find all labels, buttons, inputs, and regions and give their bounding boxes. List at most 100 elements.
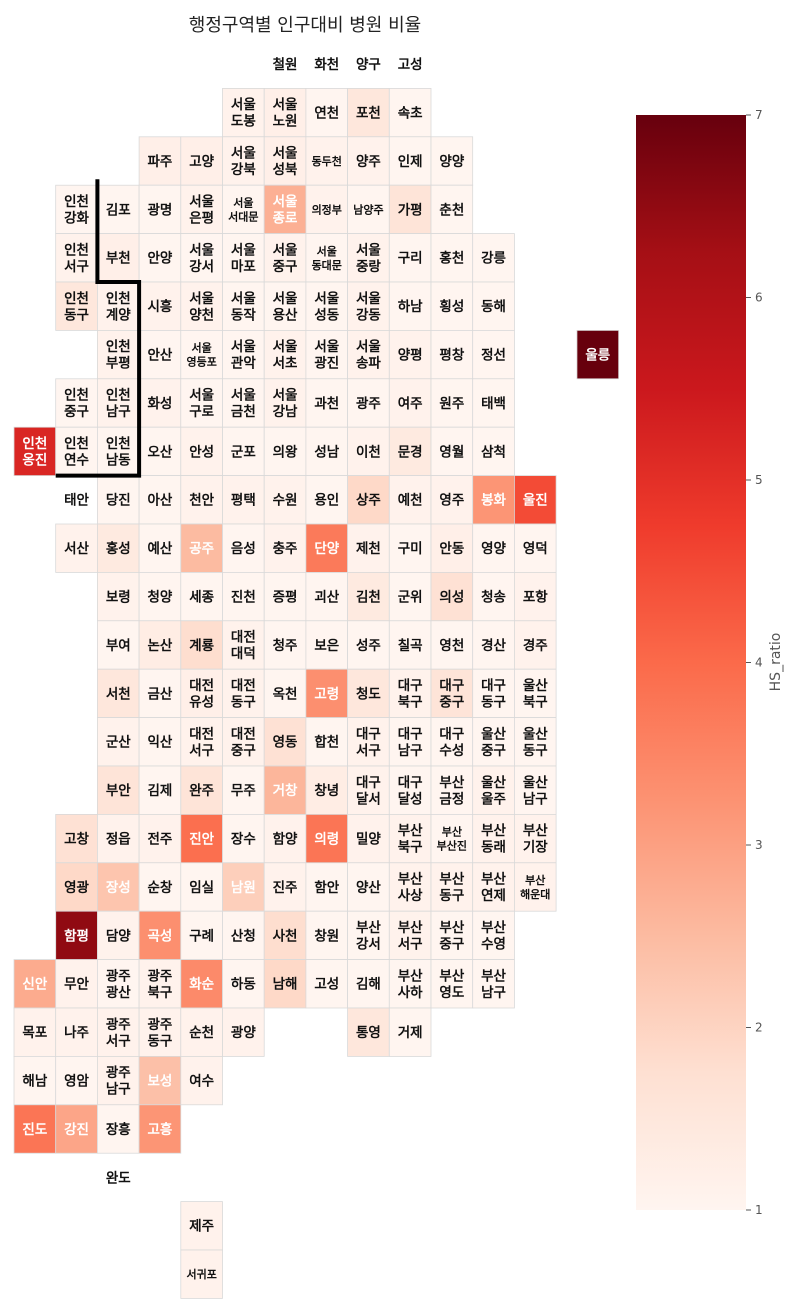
region-cell: 칠곡	[388, 620, 432, 670]
region-cell: 평택	[222, 475, 265, 525]
region-cell-rect	[180, 281, 223, 331]
region-label: 산청	[231, 927, 256, 944]
region-label: 양산	[356, 879, 381, 896]
region-cell: 부산 강서	[347, 910, 390, 961]
region-cell-rect	[263, 281, 307, 331]
region-cell: 의령	[305, 814, 348, 864]
region-label: 완도	[106, 1170, 131, 1186]
region-cell-rect	[222, 329, 265, 380]
region-label: 서산	[64, 540, 89, 557]
region-cell: 부산 서구	[388, 910, 432, 961]
region-cell-rect	[180, 765, 223, 815]
region-label: 부안	[106, 782, 131, 799]
region-cell-rect	[388, 620, 432, 670]
region-label: 보성	[148, 1073, 173, 1089]
region-label: 김포	[106, 202, 131, 218]
region-cell: 양구	[356, 57, 381, 73]
region-cell: 부산 수영	[472, 910, 515, 961]
region-cell: 영덕	[514, 523, 557, 573]
region-cell: 김천	[347, 572, 390, 622]
region-cell-rect	[180, 426, 223, 477]
region-label: 서울 광진	[314, 338, 339, 372]
region-cell: 울산 북구	[514, 668, 557, 719]
region-cell: 화순	[180, 959, 223, 1009]
region-cell: 울산 동구	[514, 717, 557, 767]
region-cell: 고양	[180, 136, 223, 186]
region-cell: 서울 성북	[263, 136, 307, 186]
region-cell-rect	[97, 572, 140, 622]
region-label: 신안	[22, 976, 47, 993]
region-cell: 서울 구로	[180, 378, 223, 428]
region-cell-rect	[222, 862, 265, 912]
region-cell-rect	[13, 959, 57, 1009]
region-cell: 경주	[514, 620, 557, 670]
colorbar-ticks: 1 2 3 4 5 6 7	[746, 108, 763, 1217]
region-cell: 평창	[430, 329, 474, 380]
region-cell: 대구 수성	[430, 717, 474, 767]
region-label: 대구 중구	[439, 678, 464, 711]
region-cell-rect	[97, 765, 140, 815]
region-cell-rect	[138, 184, 182, 234]
region-cell-rect	[472, 910, 515, 961]
region-cell-rect	[514, 862, 557, 912]
region-cell-rect	[388, 329, 432, 380]
region-label: 평창	[439, 346, 464, 363]
region-cell: 대전 유성	[180, 668, 223, 719]
region-label: 고성	[398, 57, 423, 73]
region-label: 수원	[273, 493, 298, 509]
region-label: 전주	[148, 830, 173, 847]
region-label: 논산	[148, 637, 173, 654]
region-cell: 용인	[305, 475, 348, 525]
region-label: 울릉	[585, 346, 610, 363]
region-cell-rect	[388, 862, 432, 912]
region-label: 진주	[273, 879, 298, 896]
region-cell-rect	[138, 136, 182, 186]
region-label: 괴산	[314, 588, 339, 605]
region-label: 합천	[314, 734, 339, 751]
region-label: 고흥	[148, 1121, 173, 1138]
region-cell: 부산 동래	[472, 814, 515, 864]
region-label: 성주	[356, 638, 381, 654]
region-cell: 증평	[263, 572, 307, 622]
region-label: 서울 동대문	[312, 244, 342, 272]
region-cell-rect	[305, 910, 348, 961]
region-label: 인천 옹진	[22, 435, 47, 469]
region-cell-rect	[180, 1056, 223, 1106]
region-label: 청주	[273, 638, 298, 654]
region-label: 고창	[64, 830, 89, 847]
region-cell: 광주 서구	[97, 1007, 140, 1057]
region-label: 대구 남구	[398, 726, 423, 759]
region-cell-rect	[430, 281, 474, 331]
region-label: 평택	[231, 492, 256, 509]
region-cell: 서울 종로	[263, 184, 307, 234]
region-cell-rect	[430, 523, 474, 573]
region-cell: 연천	[305, 88, 348, 138]
region-cell-rect	[222, 523, 265, 573]
region-label: 남해	[273, 976, 298, 993]
region-cell: 익산	[138, 717, 182, 767]
region-label: 함양	[273, 830, 298, 847]
region-label: 홍천	[439, 250, 464, 267]
region-label: 대구 수성	[439, 726, 464, 759]
region-label: 금산	[148, 685, 173, 702]
region-cell: 대구 남구	[388, 717, 432, 767]
region-cell: 음성	[222, 523, 265, 573]
region-label: 부산 사하	[398, 967, 423, 1001]
region-cell: 서울 강서	[180, 233, 223, 283]
region-cell: 인천 남동	[97, 426, 140, 477]
region-cell-rect	[514, 717, 557, 767]
region-cell: 인천 강화	[55, 184, 98, 234]
region-label: 안동	[439, 540, 464, 557]
region-cell: 춘천	[430, 184, 474, 234]
region-cell: 인천 중구	[55, 378, 98, 428]
region-cell-rect	[430, 910, 474, 961]
region-label: 군산	[106, 734, 131, 751]
region-label: 여수	[189, 1072, 214, 1089]
region-cell: 옥천	[263, 668, 307, 719]
region-label: 강진	[64, 1121, 89, 1138]
region-cell: 서울 영등포	[180, 329, 223, 380]
region-label: 부산 기장	[523, 822, 548, 856]
region-label: 칠곡	[398, 637, 423, 654]
region-cell: 오산	[138, 426, 182, 477]
